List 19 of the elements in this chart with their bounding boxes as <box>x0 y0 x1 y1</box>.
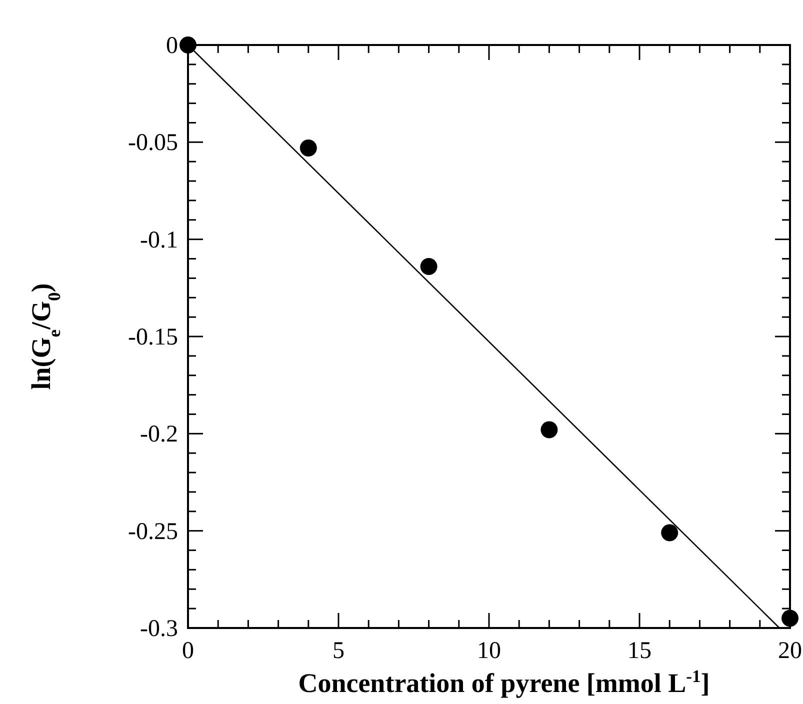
y-tick-label: -0.1 <box>140 227 178 254</box>
x-tick-label: 15 <box>628 638 652 664</box>
point <box>661 524 678 542</box>
x-tick-label: 0 <box>182 638 194 664</box>
point <box>180 36 196 54</box>
point <box>540 421 558 438</box>
y-tick-label: -0.3 <box>140 616 178 642</box>
point <box>782 610 798 627</box>
y-tick-label: -0.25 <box>128 518 178 545</box>
point <box>420 258 438 276</box>
y-tick-label: 0 <box>166 33 178 59</box>
y-tick-label: -0.2 <box>140 422 178 448</box>
x-tick-label: 5 <box>332 638 344 664</box>
x-axis-title: Concentration of pyrene [mmol L$^{-1}$] <box>298 666 710 698</box>
y-tick-label: -0.15 <box>128 324 178 350</box>
x-tick-label: 10 <box>477 638 501 664</box>
y-tick-label: -0.05 <box>128 130 178 156</box>
x-tick-label: 20 <box>778 638 802 664</box>
point <box>300 139 317 156</box>
